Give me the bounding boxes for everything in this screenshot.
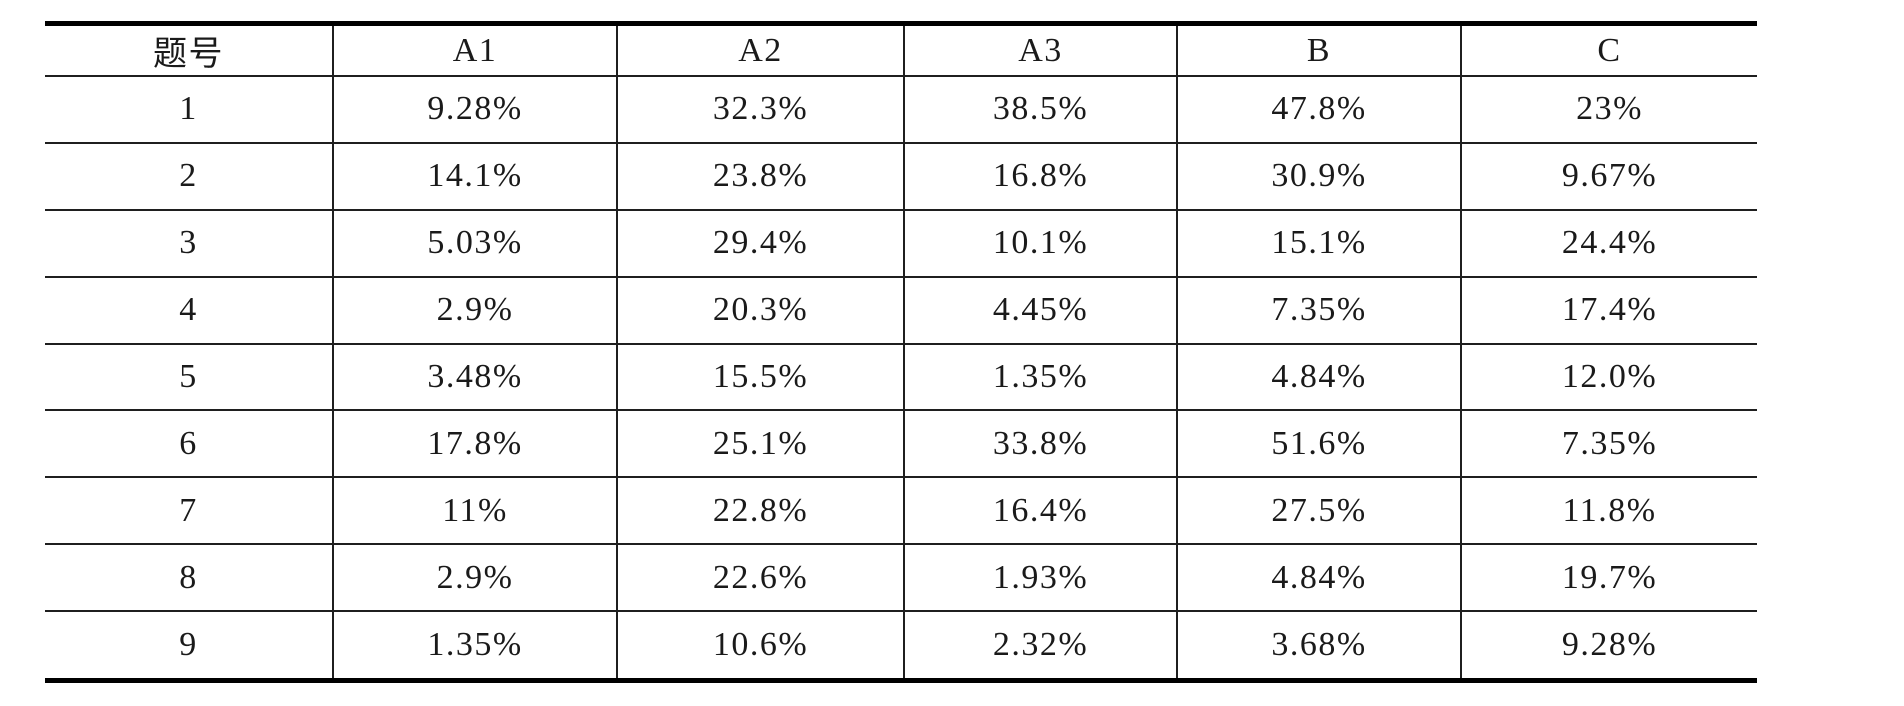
header-row: 题号 A1 A2 A3 B C — [45, 23, 1757, 77]
table-row: 7 11% 22.8% 16.4% 27.5% 11.8% — [45, 477, 1757, 546]
column-header-a1: A1 — [332, 23, 617, 77]
column-header-b: B — [1176, 23, 1461, 77]
data-cell: 1.35% — [903, 343, 1177, 412]
row-number-cell: 2 — [45, 142, 333, 211]
data-cell: 1.93% — [903, 544, 1177, 612]
data-cell: 33.8% — [903, 410, 1177, 479]
data-cell: 20.3% — [616, 276, 904, 345]
data-cell: 29.4% — [616, 209, 904, 278]
row-number-cell: 5 — [45, 343, 333, 412]
data-cell: 4.84% — [1176, 544, 1461, 612]
row-number-cell: 6 — [45, 410, 333, 479]
data-cell: 38.5% — [903, 76, 1177, 144]
data-cell: 3.68% — [1176, 611, 1461, 681]
data-cell: 23.8% — [616, 142, 904, 211]
data-cell: 11% — [332, 477, 617, 546]
data-cell: 1.35% — [332, 611, 617, 681]
row-number-cell: 1 — [45, 76, 333, 144]
data-cell: 7.35% — [1176, 276, 1461, 345]
data-cell: 2.9% — [332, 544, 617, 612]
row-number-cell: 4 — [45, 276, 333, 345]
data-cell: 10.6% — [616, 611, 904, 681]
data-cell: 9.28% — [1460, 611, 1757, 681]
table-row: 6 17.8% 25.1% 33.8% 51.6% 7.35% — [45, 410, 1757, 479]
table-row: 5 3.48% 15.5% 1.35% 4.84% 12.0% — [45, 343, 1757, 412]
data-cell: 4.84% — [1176, 343, 1461, 412]
data-cell: 4.45% — [903, 276, 1177, 345]
column-header-question-number: 题号 — [45, 23, 333, 77]
column-header-a2: A2 — [616, 23, 904, 77]
row-number-cell: 9 — [179, 626, 198, 663]
data-cell: 23% — [1460, 76, 1757, 144]
row-number-cell: 8 — [45, 544, 333, 612]
table-row: 8 2.9% 22.6% 1.93% 4.84% 19.7% — [45, 544, 1757, 612]
data-cell: 51.6% — [1176, 410, 1461, 479]
data-cell: 12.0% — [1460, 343, 1757, 412]
data-cell: 24.4% — [1460, 209, 1757, 278]
data-cell: 2.32% — [903, 611, 1177, 681]
data-cell: 47.8% — [1176, 76, 1461, 144]
data-cell: 30.9% — [1176, 142, 1461, 211]
results-table: 题号 A1 A2 A3 B C 1 9.28% 32.3% 38.5% 47.8… — [45, 21, 1757, 683]
column-header-a3: A3 — [903, 23, 1177, 77]
row-number-cell: 7 — [45, 477, 333, 546]
data-cell: 10.1% — [903, 209, 1177, 278]
data-cell: 11.8% — [1460, 477, 1757, 546]
table-row: 1 9.28% 32.3% 38.5% 47.8% 23% — [45, 76, 1757, 144]
data-cell: 15.5% — [616, 343, 904, 412]
data-cell: 19.7% — [1460, 544, 1757, 612]
table-row: 9 1.35% 10.6% 2.32% 3.68% 9.28% — [45, 611, 1757, 681]
data-cell: 9.67% — [1460, 142, 1757, 211]
data-cell: 14.1% — [332, 142, 617, 211]
data-cell: 25.1% — [616, 410, 904, 479]
table-row: 4 2.9% 20.3% 4.45% 7.35% 17.4% — [45, 276, 1757, 345]
data-cell: 22.8% — [616, 477, 904, 546]
data-cell: 7.35% — [1460, 410, 1757, 479]
table-row: 3 5.03% 29.4% 10.1% 15.1% 24.4% — [45, 209, 1757, 278]
data-cell: 16.8% — [903, 142, 1177, 211]
table-row: 2 14.1% 23.8% 16.8% 30.9% 9.67% — [45, 142, 1757, 211]
data-cell: 16.4% — [903, 477, 1177, 546]
data-cell: 17.4% — [1460, 276, 1757, 345]
data-cell: 32.3% — [616, 76, 904, 144]
data-cell: 17.8% — [332, 410, 617, 479]
data-cell: 27.5% — [1176, 477, 1461, 546]
data-cell: 15.1% — [1176, 209, 1461, 278]
row-number-cell: 3 — [45, 209, 333, 278]
data-cell: 2.9% — [332, 276, 617, 345]
data-cell: 9.28% — [332, 76, 617, 144]
data-cell: 22.6% — [616, 544, 904, 612]
column-header-c: C — [1460, 23, 1757, 77]
data-cell: 3.48% — [332, 343, 617, 412]
data-cell: 5.03% — [332, 209, 617, 278]
